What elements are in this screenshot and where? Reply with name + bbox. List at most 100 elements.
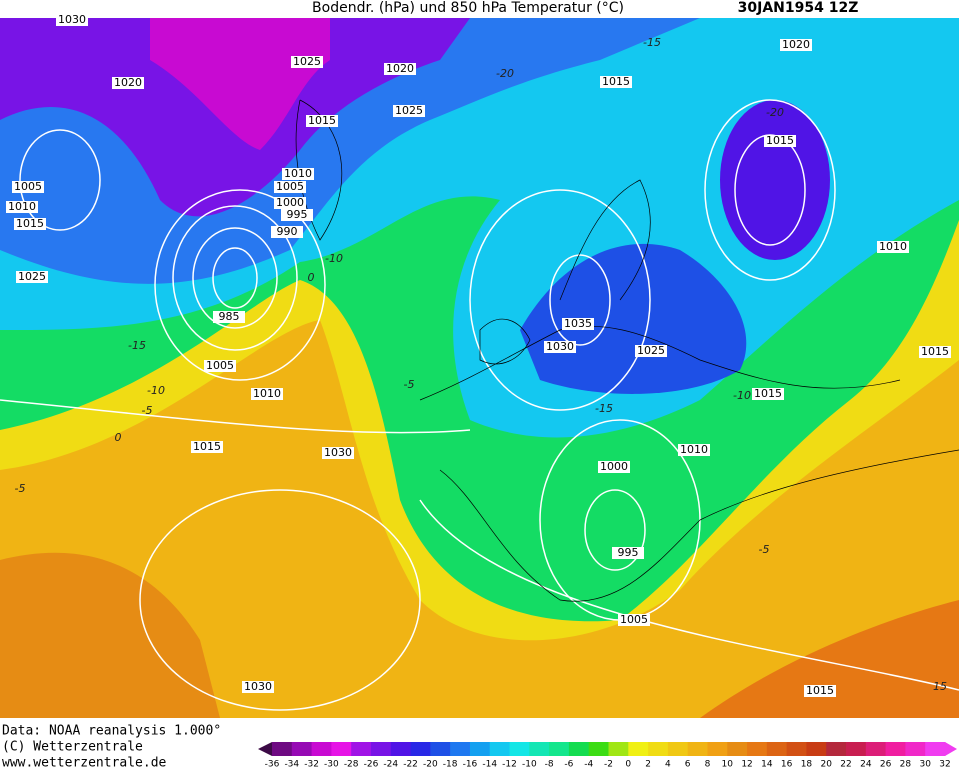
colorbar-label: 28 bbox=[900, 760, 912, 770]
isobar-label: 1005 bbox=[276, 180, 304, 193]
temperature-label: -10 bbox=[325, 252, 343, 265]
colorbar-swatch bbox=[311, 742, 332, 756]
temperature-label: -15 bbox=[595, 402, 613, 415]
colorbar-label: 22 bbox=[840, 760, 851, 770]
isobar-label-box bbox=[306, 115, 338, 127]
isobar-label: 1015 bbox=[766, 134, 794, 147]
isobar-label-box bbox=[281, 209, 313, 221]
colorbar-label: 18 bbox=[801, 760, 813, 770]
colorbar-swatch bbox=[786, 742, 807, 756]
isobar-label: 1010 bbox=[680, 443, 708, 456]
colorbar-label: -8 bbox=[545, 760, 554, 770]
isobar-label-box bbox=[12, 181, 44, 193]
map-field bbox=[0, 18, 959, 718]
isobar-label-box bbox=[919, 346, 951, 358]
temperature-label: -15 bbox=[128, 339, 146, 352]
isobar-label: 985 bbox=[219, 310, 240, 323]
isobar-label: 1030 bbox=[546, 340, 574, 353]
isobars bbox=[0, 99, 959, 711]
colorbar-label: -20 bbox=[423, 760, 438, 770]
colorbar-swatch bbox=[628, 742, 649, 756]
colorbar-label: 4 bbox=[665, 760, 671, 770]
colorbar-label: -26 bbox=[364, 760, 379, 770]
colorbar-swatch bbox=[469, 742, 491, 756]
isobar-label: 1015 bbox=[921, 345, 949, 358]
temperature-label: -15 bbox=[643, 36, 661, 49]
colorbar-label: 26 bbox=[880, 760, 892, 770]
isobar-label: 1005 bbox=[14, 180, 42, 193]
colorbar-label: -4 bbox=[584, 760, 593, 770]
isobar-label: 1015 bbox=[806, 684, 834, 697]
isobar-label: 1010 bbox=[284, 167, 312, 180]
map-title: Bodendr. (hPa) und 850 hPa Temperatur (°… bbox=[312, 0, 624, 16]
isobar-label-box bbox=[544, 341, 576, 353]
colorbar-label: -36 bbox=[265, 760, 280, 770]
isobar-label-box bbox=[877, 241, 909, 253]
temperature-label: 0 bbox=[115, 431, 122, 444]
isobar-label-box bbox=[16, 271, 48, 283]
colorbar-swatch bbox=[707, 742, 728, 756]
temperature-label: -5 bbox=[759, 543, 770, 556]
isobar-label: 1025 bbox=[293, 55, 321, 68]
isobar-label-box bbox=[14, 218, 46, 230]
colorbar-swatch bbox=[529, 742, 550, 756]
isobar-label: 1025 bbox=[395, 104, 423, 117]
isobar-label-box bbox=[204, 360, 236, 372]
isobar-label: 1015 bbox=[754, 387, 782, 400]
colorbar-swatch bbox=[549, 742, 570, 756]
colorbar-swatch bbox=[727, 742, 748, 756]
colorbar-swatch bbox=[430, 742, 451, 756]
isobar-label-box bbox=[274, 197, 306, 209]
temperature-label: -10 bbox=[147, 384, 165, 397]
isobar-label: 1015 bbox=[602, 75, 630, 88]
isobar-label-box bbox=[678, 444, 710, 456]
colorbar-label: -22 bbox=[403, 760, 418, 770]
temperature-label: -20 bbox=[766, 106, 784, 119]
field-warmer bbox=[0, 320, 959, 718]
colorbar-swatch bbox=[331, 742, 352, 756]
isobar-label: 1025 bbox=[18, 270, 46, 283]
colorbar-swatch bbox=[885, 742, 906, 756]
isobar-label: 995 bbox=[287, 208, 308, 221]
isobar-label-box bbox=[191, 441, 223, 453]
coastlines bbox=[295, 99, 959, 602]
isobar-label-box bbox=[764, 135, 796, 147]
colorbar-label: -10 bbox=[522, 760, 537, 770]
colorbar-swatch bbox=[370, 742, 392, 756]
temperature-label: 0 bbox=[308, 271, 315, 284]
colorbar-swatch bbox=[687, 742, 708, 756]
colorbar-swatch bbox=[450, 742, 471, 756]
field-warmest-west bbox=[0, 552, 220, 718]
colorbar-label: 0 bbox=[625, 760, 631, 770]
isobar-label-box bbox=[251, 388, 283, 400]
isobar-label: 1005 bbox=[206, 359, 234, 372]
isobar-label: 1010 bbox=[8, 200, 36, 213]
isobar-label-box bbox=[635, 345, 667, 357]
isobar-label-box bbox=[213, 311, 245, 323]
colorbar-swatch bbox=[588, 742, 609, 756]
colorbar-label: -18 bbox=[443, 760, 458, 770]
isobar-label: 990 bbox=[277, 225, 298, 238]
field-coldest-core bbox=[150, 18, 330, 150]
colorbar-swatch bbox=[509, 742, 530, 756]
isobar-label-box bbox=[612, 547, 644, 559]
isobar-label-box bbox=[291, 56, 323, 68]
temperature-label: -5 bbox=[142, 404, 153, 417]
colorbar-swatch bbox=[806, 742, 827, 756]
temperature-label: -5 bbox=[404, 378, 415, 391]
isobar-label-box bbox=[752, 388, 784, 400]
isobar-label-box bbox=[600, 76, 632, 88]
isobar-label: 1015 bbox=[308, 114, 336, 127]
field-cold-east bbox=[720, 100, 830, 260]
isobar-label: 1020 bbox=[386, 62, 414, 75]
colorbar-arrow bbox=[945, 742, 957, 756]
isobar-label-box bbox=[618, 614, 650, 626]
isobar-label-box bbox=[598, 461, 630, 473]
isobar-label: 1005 bbox=[620, 613, 648, 626]
isobar-label-box bbox=[780, 39, 812, 51]
colorbar-label: -14 bbox=[482, 760, 497, 770]
colorbar-swatch bbox=[865, 742, 887, 756]
colorbar-swatch bbox=[410, 742, 431, 756]
colorbar-swatch bbox=[826, 742, 847, 756]
